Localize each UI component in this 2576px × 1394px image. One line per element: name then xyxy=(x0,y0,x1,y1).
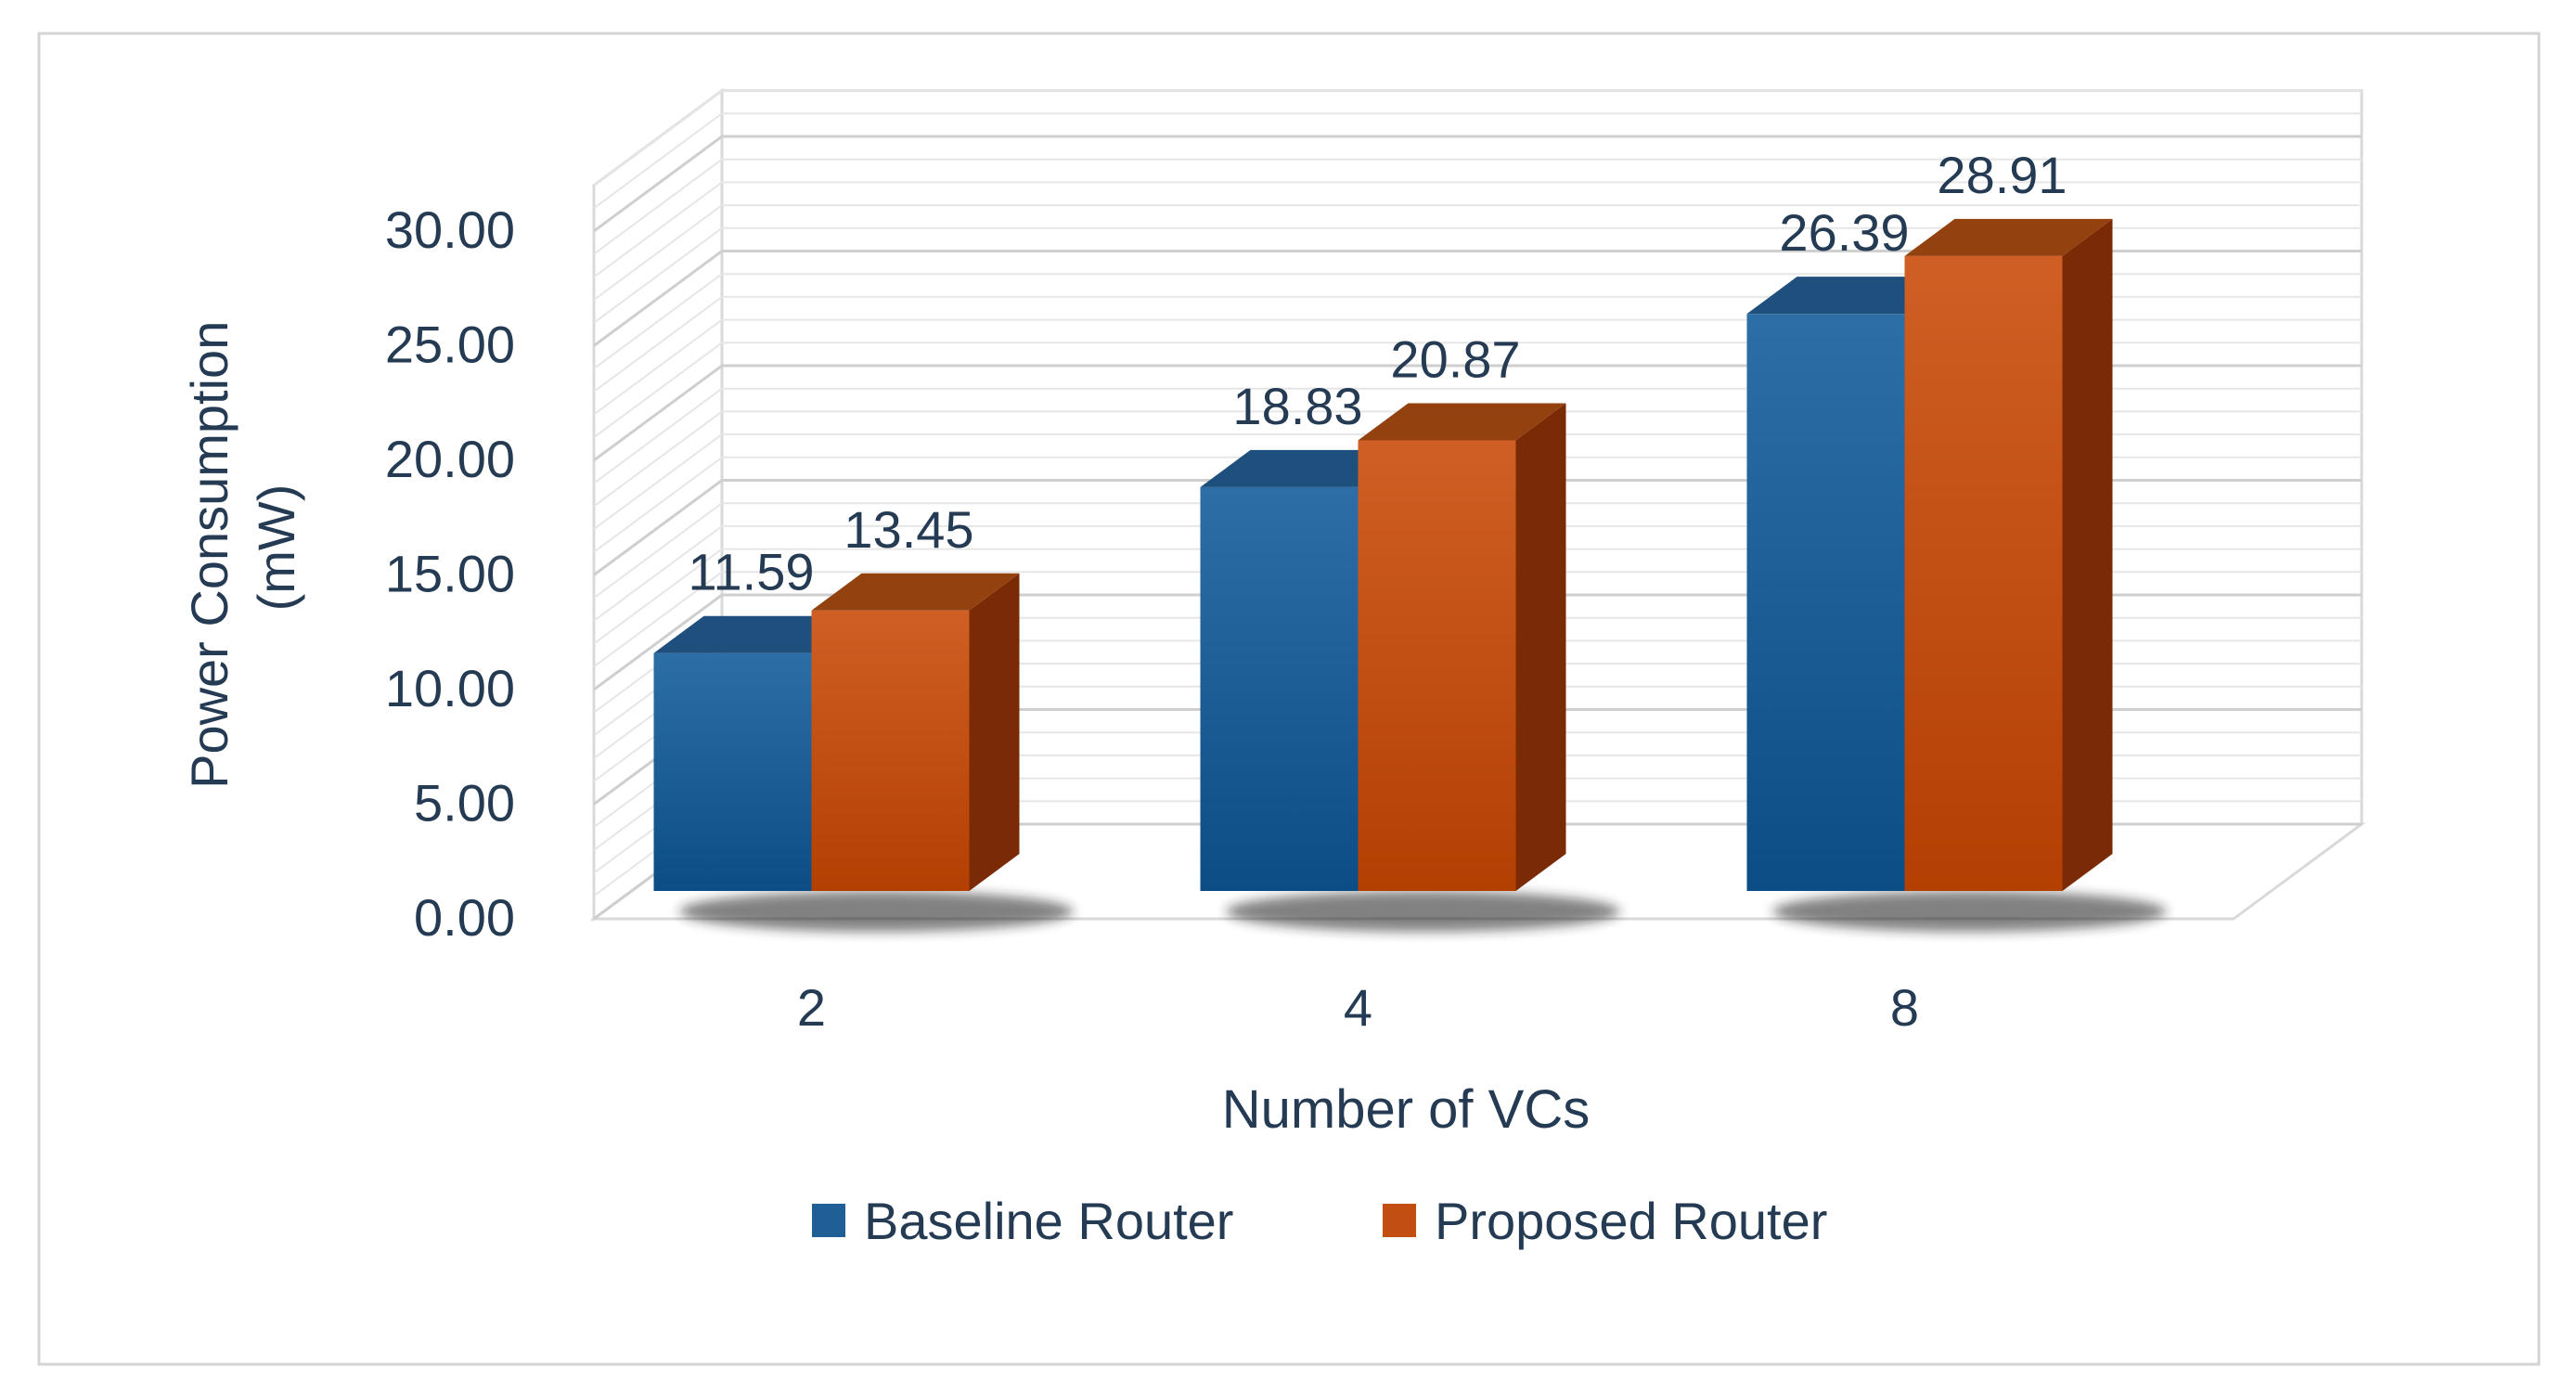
data-label: 11.59 xyxy=(689,543,815,601)
y-tick-label: 30.00 xyxy=(385,200,515,259)
gridline xyxy=(593,204,723,301)
x-tick-label: 8 xyxy=(1890,978,1919,1037)
bar xyxy=(811,610,970,891)
legend-swatch xyxy=(1383,1204,1416,1237)
legend-swatch xyxy=(812,1204,845,1237)
legend-label: Proposed Router xyxy=(1435,1192,1827,1250)
bar-top xyxy=(1746,277,1955,315)
gridline xyxy=(593,387,723,484)
x-tick-label: 2 xyxy=(797,978,826,1037)
legend: Baseline Router Proposed Router xyxy=(812,1192,1827,1250)
gridline xyxy=(593,250,723,347)
bar xyxy=(1904,255,2063,892)
gridline xyxy=(593,112,723,210)
bar-shadow xyxy=(679,891,1074,932)
bar-top xyxy=(1200,449,1409,487)
bar-top xyxy=(811,573,1020,611)
y-tick-label: 0.00 xyxy=(414,888,515,947)
gridline xyxy=(593,433,723,530)
x-tick-label: 4 xyxy=(1344,978,1372,1037)
gridline xyxy=(593,548,723,645)
gridline xyxy=(593,158,723,255)
bars-layer xyxy=(653,218,2167,932)
gridline xyxy=(593,89,723,187)
bar-top xyxy=(653,615,862,653)
gridline xyxy=(593,525,723,622)
gridline xyxy=(593,571,723,668)
gridline xyxy=(593,181,723,278)
gridline xyxy=(593,479,723,576)
gridline xyxy=(593,364,723,462)
gridline xyxy=(593,502,723,600)
bar-top xyxy=(1904,218,2113,256)
gridline xyxy=(593,318,723,416)
y-tick-label: 20.00 xyxy=(385,430,515,488)
gridline xyxy=(593,593,723,691)
y-tick-label: 25.00 xyxy=(385,316,515,374)
gridline xyxy=(593,296,723,393)
labels-layer: 0.00 5.00 10.00 15.00 20.00 25.00 30.00 2 11.59 1… xyxy=(385,146,2067,1037)
bar-shadow xyxy=(1226,891,1620,932)
bar-side xyxy=(2062,218,2113,892)
bar xyxy=(1200,486,1359,891)
bar-side xyxy=(1515,403,1566,891)
bar xyxy=(1746,314,1905,891)
gridline xyxy=(593,410,723,508)
data-label: 18.83 xyxy=(1232,377,1362,435)
bar xyxy=(653,652,812,891)
bar-side xyxy=(969,573,1020,891)
bar xyxy=(1358,440,1516,891)
gridline xyxy=(593,135,723,233)
x-axis-title: Number of VCs xyxy=(1222,1079,1590,1140)
bar-top xyxy=(1358,403,1566,441)
data-label: 28.91 xyxy=(1937,146,2067,204)
y-tick-label: 10.00 xyxy=(385,659,515,717)
y-axis-title: Power Consumption (mW) xyxy=(180,306,305,789)
data-label: 13.45 xyxy=(844,500,973,559)
bar-shadow xyxy=(1772,891,2167,932)
legend-label: Baseline Router xyxy=(864,1192,1233,1250)
gridline xyxy=(593,273,723,370)
data-label: 26.39 xyxy=(1779,203,1909,262)
y-tick-label: 5.00 xyxy=(414,774,515,833)
gridline xyxy=(593,226,723,324)
y-tick-label: 15.00 xyxy=(385,545,515,603)
data-label: 20.87 xyxy=(1390,330,1520,389)
gridline xyxy=(593,456,723,553)
gridline xyxy=(593,342,723,439)
